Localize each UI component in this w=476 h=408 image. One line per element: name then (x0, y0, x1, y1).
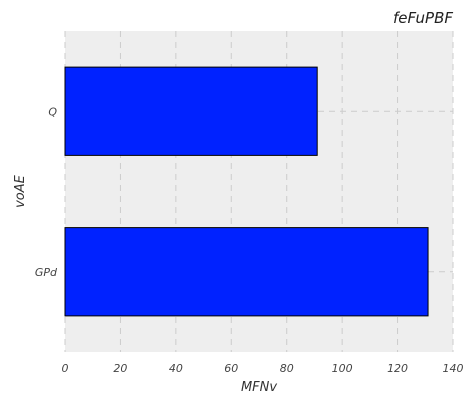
x-tick-label: 20 (113, 362, 127, 375)
x-axis-label: MFNv (241, 380, 277, 395)
chart-title: feFuPBF (393, 9, 453, 27)
x-tick-labels: 0 20 40 60 80 100 120 140 (62, 362, 464, 375)
y-tick-labels: Q GPd (35, 105, 58, 279)
y-axis-label: voAE (13, 174, 28, 208)
x-tick-label: 100 (332, 362, 353, 375)
y-tick-label: GPd (35, 266, 58, 279)
x-tick-label: 0 (62, 362, 69, 375)
y-tick-label: Q (48, 105, 57, 118)
bar (65, 67, 317, 155)
x-tick-label: 120 (387, 362, 408, 375)
x-tick-label: 40 (169, 362, 183, 375)
x-tick-label: 60 (224, 362, 238, 375)
x-tick-label: 80 (280, 362, 294, 375)
x-tick-label: 140 (443, 362, 464, 375)
bar (65, 228, 428, 316)
